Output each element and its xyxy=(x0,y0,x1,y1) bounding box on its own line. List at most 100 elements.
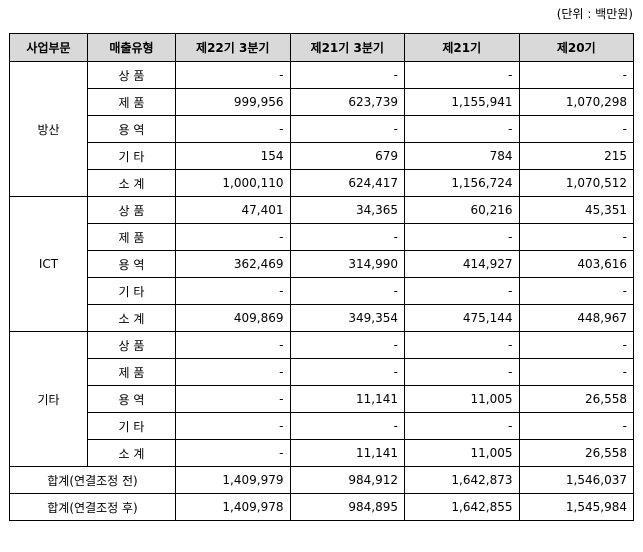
value-cell: 154 xyxy=(175,142,291,170)
value-cell: 314,990 xyxy=(289,250,405,278)
value-cell: 1,070,298 xyxy=(518,88,634,116)
sales-type: 제 품 xyxy=(87,88,176,116)
subtotal-row: 소 계 1,000,110 624,417 1,156,724 1,070,51… xyxy=(10,169,634,197)
sales-type: 제 품 xyxy=(87,358,176,386)
value-cell: - xyxy=(518,331,634,359)
header-period-4: 제20기 xyxy=(518,33,634,62)
value-cell: - xyxy=(404,61,520,89)
sales-type: 상 품 xyxy=(87,331,176,359)
value-cell: 349,354 xyxy=(289,304,405,332)
sales-type: 소 계 xyxy=(87,169,176,197)
value-cell: 60,216 xyxy=(404,196,520,224)
value-cell: - xyxy=(404,412,520,440)
value-cell: 414,927 xyxy=(404,250,520,278)
sales-table: 사업부문 매출유형 제22기 3분기 제21기 3분기 제21기 제20기 방산… xyxy=(9,33,634,521)
sales-type: 제 품 xyxy=(87,223,176,251)
value-cell: 26,558 xyxy=(518,439,634,467)
value-cell: 45,351 xyxy=(518,196,634,224)
value-cell: 403,616 xyxy=(518,250,634,278)
value-cell: 1,546,037 xyxy=(518,466,634,494)
value-cell: 984,895 xyxy=(289,493,405,521)
header-sales-type: 매출유형 xyxy=(87,33,176,62)
table-row: 기 타 - - - - xyxy=(10,412,634,440)
sales-type: 기 타 xyxy=(87,142,176,170)
value-cell: - xyxy=(404,331,520,359)
value-cell: - xyxy=(289,331,405,359)
total-label: 합계(연결조정 전) xyxy=(9,466,176,494)
value-cell: 999,956 xyxy=(175,88,291,116)
sales-type: 상 품 xyxy=(87,61,176,89)
sales-type: 용 역 xyxy=(87,385,176,413)
value-cell: - xyxy=(175,277,291,305)
value-cell: 1,070,512 xyxy=(518,169,634,197)
value-cell: - xyxy=(518,277,634,305)
value-cell: 11,005 xyxy=(404,439,520,467)
table-row: 제 품 - - - - xyxy=(10,358,634,386)
value-cell: - xyxy=(175,61,291,89)
segment-name: ICT xyxy=(9,196,88,332)
value-cell: - xyxy=(518,61,634,89)
sales-type: 상 품 xyxy=(87,196,176,224)
value-cell: 215 xyxy=(518,142,634,170)
value-cell: - xyxy=(404,223,520,251)
value-cell: 784 xyxy=(404,142,520,170)
value-cell: 11,005 xyxy=(404,385,520,413)
value-cell: - xyxy=(175,223,291,251)
table-row: 용 역 - - - - xyxy=(10,115,634,143)
segment-name: 기타 xyxy=(9,331,88,467)
value-cell: 984,912 xyxy=(289,466,405,494)
subtotal-row: 소 계 - 11,141 11,005 26,558 xyxy=(10,439,634,467)
value-cell: 362,469 xyxy=(175,250,291,278)
value-cell: 26,558 xyxy=(518,385,634,413)
value-cell: - xyxy=(289,223,405,251)
header-period-3: 제21기 xyxy=(404,33,520,62)
segment-name: 방산 xyxy=(9,61,88,197)
sales-type: 소 계 xyxy=(87,304,176,332)
total-label: 합계(연결조정 후) xyxy=(9,493,176,521)
value-cell: - xyxy=(175,115,291,143)
value-cell: 679 xyxy=(289,142,405,170)
value-cell: 1,409,978 xyxy=(175,493,291,521)
total-row-before-adjustment: 합계(연결조정 전) 1,409,979 984,912 1,642,873 1… xyxy=(9,466,634,494)
value-cell: - xyxy=(404,358,520,386)
value-cell: 1,642,873 xyxy=(404,466,520,494)
value-cell: 624,417 xyxy=(289,169,405,197)
value-cell: - xyxy=(518,358,634,386)
table-row: 제 품 - - - - xyxy=(10,223,634,251)
value-cell: 1,000,110 xyxy=(175,169,291,197)
table-row: 방산 상 품 - - - - xyxy=(9,61,634,197)
value-cell: - xyxy=(289,277,405,305)
value-cell: - xyxy=(289,61,405,89)
table-row: 기 타 - - - - xyxy=(10,277,634,305)
value-cell: - xyxy=(175,385,291,413)
value-cell: 1,545,984 xyxy=(518,493,634,521)
value-cell: 1,642,855 xyxy=(404,493,520,521)
value-cell: 1,409,979 xyxy=(175,466,291,494)
value-cell: 1,155,941 xyxy=(404,88,520,116)
value-cell: - xyxy=(175,439,291,467)
value-cell: - xyxy=(518,115,634,143)
sales-type: 용 역 xyxy=(87,250,176,278)
header-period-1: 제22기 3분기 xyxy=(175,33,291,62)
value-cell: 11,141 xyxy=(289,385,405,413)
value-cell: - xyxy=(289,358,405,386)
value-cell: 623,739 xyxy=(289,88,405,116)
value-cell: 409,869 xyxy=(175,304,291,332)
value-cell: 47,401 xyxy=(175,196,291,224)
value-cell: 448,967 xyxy=(518,304,634,332)
table-row: ICT 상 품 47,401 34,365 60,216 45,351 xyxy=(9,196,634,332)
value-cell: - xyxy=(518,223,634,251)
table-row: 기 타 154 679 784 215 xyxy=(10,142,634,170)
value-cell: - xyxy=(404,115,520,143)
value-cell: 34,365 xyxy=(289,196,405,224)
value-cell: - xyxy=(289,412,405,440)
value-cell: 1,156,724 xyxy=(404,169,520,197)
total-row-after-adjustment: 합계(연결조정 후) 1,409,978 984,895 1,642,855 1… xyxy=(9,493,634,521)
value-cell: - xyxy=(175,412,291,440)
table-row: 기타 상 품 - - - - xyxy=(9,331,634,467)
value-cell: 475,144 xyxy=(404,304,520,332)
header-row: 사업부문 매출유형 제22기 3분기 제21기 3분기 제21기 제20기 xyxy=(9,33,634,62)
value-cell: - xyxy=(404,277,520,305)
value-cell: 11,141 xyxy=(289,439,405,467)
table-row: 제 품 999,956 623,739 1,155,941 1,070,298 xyxy=(10,88,634,116)
